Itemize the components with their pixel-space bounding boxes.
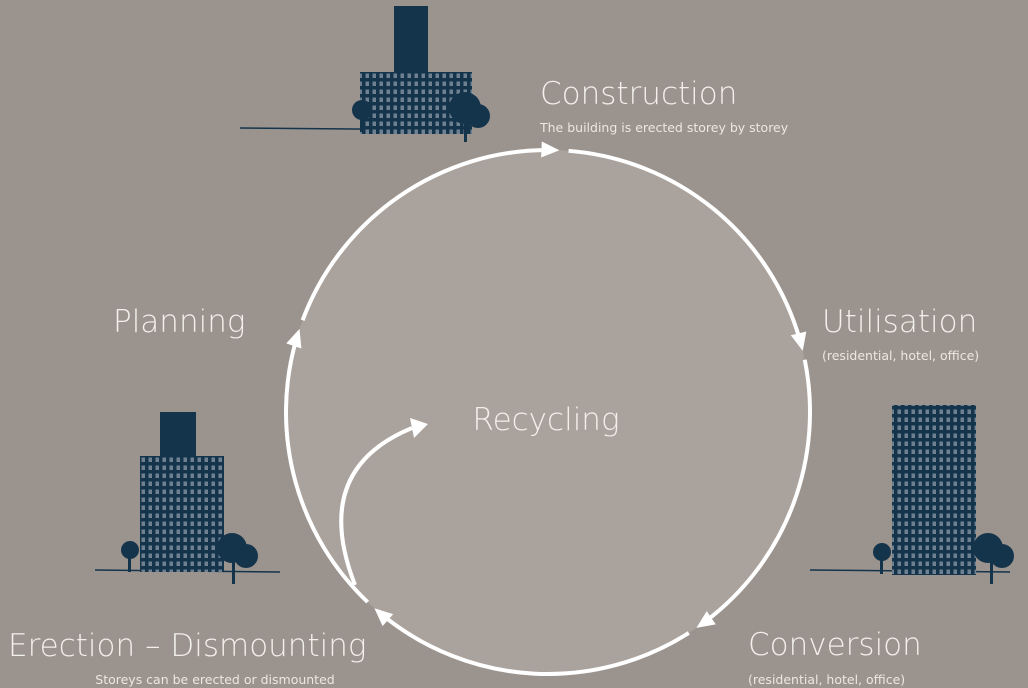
stage-title: Erection – Dismounting <box>8 628 366 664</box>
stage-subtitle: (residential, hotel, office) <box>748 672 905 687</box>
stage-title: Planning <box>113 304 245 340</box>
center-title: Recycling <box>472 402 619 438</box>
stage-title: Construction <box>540 76 737 112</box>
stage-title: Utilisation <box>822 304 977 340</box>
stage-subtitle: Storeys can be erected or dismounted <box>95 672 334 687</box>
stage-subtitle: (residential, hotel, office) <box>822 348 979 363</box>
lifecycle-diagram: Construction The building is erected sto… <box>0 0 1028 688</box>
stage-title: Conversion <box>748 627 922 663</box>
page: Construction The building is erected sto… <box>0 0 1028 688</box>
stage-subtitle: The building is erected storey by storey <box>539 120 789 135</box>
